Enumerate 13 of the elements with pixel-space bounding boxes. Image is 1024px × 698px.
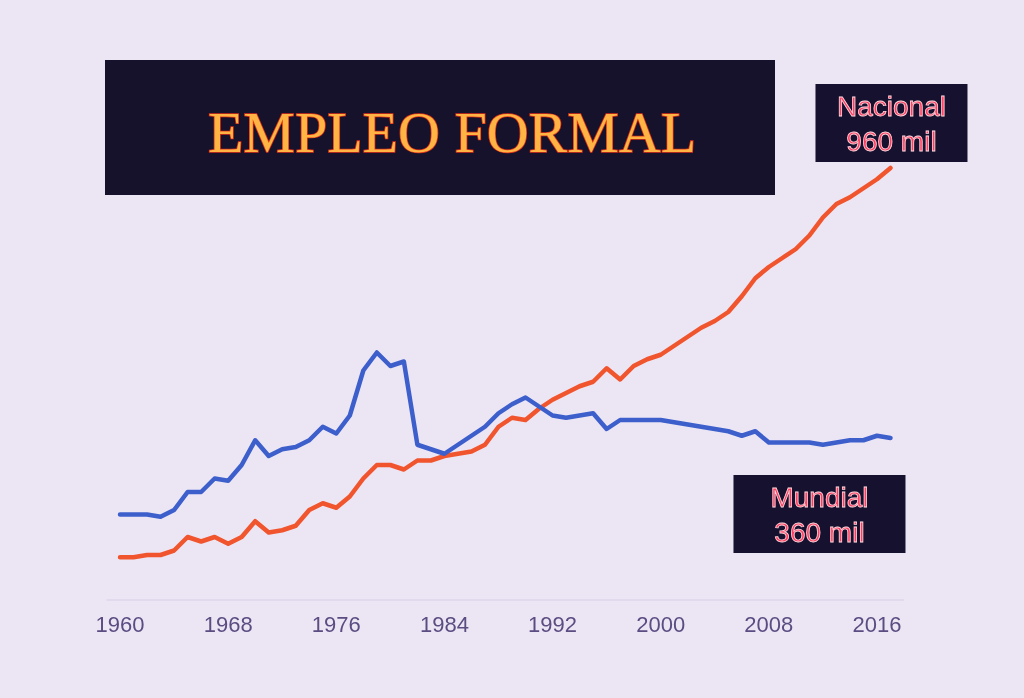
x-tick-label: 1992 (528, 612, 578, 637)
data-label: 360 mil (774, 517, 865, 548)
chart-title: EMPLEO FORMAL (207, 100, 697, 165)
x-tick-label: 2016 (852, 612, 902, 637)
x-tick-label: 1960 (95, 612, 145, 637)
data-label: 960 mil (846, 126, 937, 157)
x-tick-label: 1968 (203, 612, 253, 637)
x-tick-label: 1984 (419, 612, 469, 637)
series-label: Mundial (770, 482, 869, 513)
x-tick-label: 2008 (744, 612, 794, 637)
text: Nacional (837, 91, 946, 122)
x-tick-label: 1976 (311, 612, 361, 637)
x-tick-label: 2000 (636, 612, 686, 637)
